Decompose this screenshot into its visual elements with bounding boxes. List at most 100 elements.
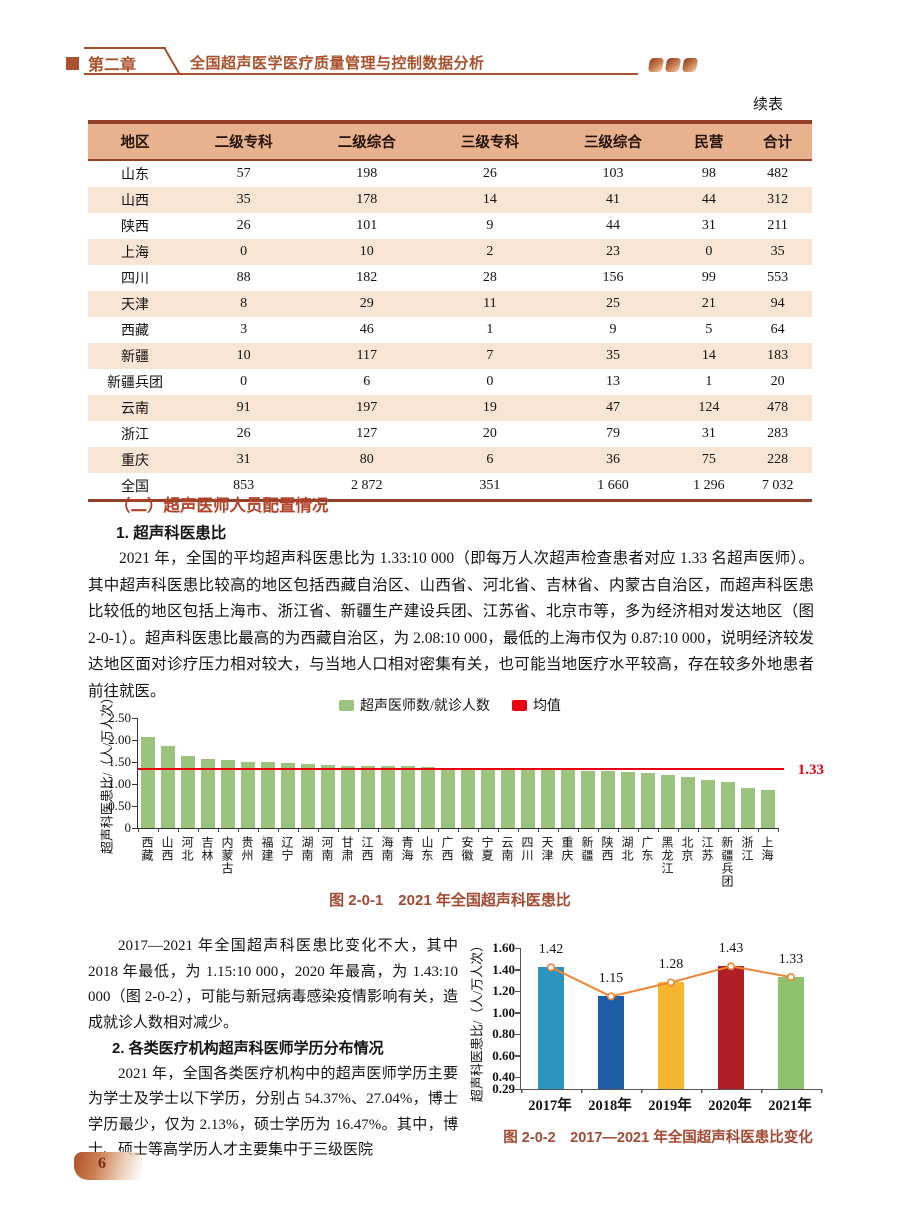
value-cell: 6: [363, 374, 371, 389]
y-tick-mark: [132, 783, 138, 785]
x-tick-label: 湖南: [300, 836, 314, 862]
x-tick-label: 江西: [360, 836, 374, 862]
x-tick-label: 云南: [500, 836, 514, 862]
y-tick-mark: [132, 805, 138, 807]
y-tick-label: 1.00: [108, 776, 131, 791]
value-cell: 1 296: [693, 478, 725, 493]
value-cell: 36: [551, 447, 675, 473]
value-cell: 9: [486, 218, 494, 233]
value-cell: 211: [767, 218, 788, 233]
left-text-column: 2017—2021 年全国超声科医患比变化不大，其中 2018 年最低，为 1.…: [88, 934, 458, 1164]
y-tick-label: 1.40: [492, 961, 515, 977]
region-cell: 新疆兵团: [107, 376, 164, 391]
x-tick-label: 浙江: [740, 836, 754, 862]
bar-西藏: [141, 736, 155, 828]
value-cell: 20: [770, 374, 785, 389]
x-tick-label: 新疆兵团: [720, 836, 734, 888]
region-cell: 山西: [88, 187, 183, 213]
bar-2017年: [538, 967, 564, 1089]
table-row: 云南 91 197 19 47 124 478: [88, 395, 812, 421]
value-cell: 80: [305, 447, 429, 473]
subsection-2-heading: 2. 各类医疗机构超声科医师学历分布情况: [112, 1040, 384, 1057]
value-cell: 57: [236, 166, 251, 181]
dot-icon: [664, 58, 682, 72]
value-cell: 19: [428, 395, 552, 421]
header-rule-bottom: [84, 73, 638, 75]
header-rule-top: [84, 47, 166, 49]
y-tick-label: 2.00: [108, 732, 131, 747]
bar-重庆: [561, 770, 575, 828]
value-cell: 91: [182, 395, 306, 421]
value-cell: 46: [359, 322, 374, 337]
x-tick-label: 上海: [760, 836, 774, 862]
value-cell: 1: [705, 374, 713, 389]
region-cell: 陕西: [121, 220, 150, 235]
bar-吉林: [201, 758, 215, 828]
value-cell: 26: [236, 426, 251, 441]
x-tick-label: 陕西: [600, 836, 614, 862]
dot-icon: [681, 58, 699, 72]
value-cell: 482: [767, 166, 789, 181]
bar-广西: [441, 768, 455, 828]
value-cell: 103: [602, 166, 624, 181]
bar-青海: [401, 766, 415, 828]
region-cell: 新疆: [88, 343, 183, 369]
fig1-mean-value-label: 1.33: [797, 762, 824, 779]
x-tick-label: 宁夏: [480, 836, 494, 862]
x-tick-label: 黑龙江: [660, 836, 674, 875]
data-label: 1.43: [718, 941, 744, 957]
data-label: 1.15: [598, 971, 624, 987]
x-tick-label: 四川: [520, 836, 534, 862]
value-cell: 35: [743, 239, 812, 265]
region-cell: 浙江: [121, 428, 150, 443]
y-tick-mark: [515, 1076, 521, 1079]
value-cell: 79: [605, 426, 620, 441]
bar-江西: [361, 766, 375, 828]
x-tick-label: 重庆: [560, 836, 574, 862]
legend-label: 均值: [532, 699, 561, 714]
value-cell: 117: [305, 343, 429, 369]
value-cell: 228: [743, 447, 812, 473]
value-cell: 9: [609, 322, 617, 337]
x-tick-label: 吉林: [200, 836, 214, 862]
value-cell: 0: [674, 239, 744, 265]
column-header: 三级专科: [428, 122, 552, 161]
column-header: 三级综合: [551, 122, 675, 161]
stats-table-head-row: 地区 二级专科 二级综合 三级专科 三级综合 民营 合计: [88, 122, 812, 161]
bar-河北: [181, 756, 195, 828]
table-row: 西藏 3 46 1 9 5 64: [88, 317, 812, 343]
value-cell: 178: [305, 187, 429, 213]
chapter-title: 全国超声医学医疗质量管理与控制数据分析: [190, 55, 485, 72]
bar-新疆: [581, 770, 595, 828]
x-tick-label: 青海: [400, 836, 414, 862]
x-tick-label: 广西: [440, 836, 454, 862]
value-cell: 25: [551, 291, 675, 317]
value-cell: 94: [743, 291, 812, 317]
x-tick-label: 内蒙古: [220, 836, 234, 875]
bar-河南: [321, 765, 335, 828]
bar-2019年: [658, 982, 684, 1089]
bar-安徽: [461, 769, 475, 828]
hospital-stats-table: 地区 二级专科 二级综合 三级专科 三级综合 民营 合计 山东 57 198 26 103 98 482…: [88, 120, 812, 502]
region-cell: 云南: [88, 395, 183, 421]
y-tick-label: 2.50: [108, 710, 131, 725]
value-cell: 41: [551, 187, 675, 213]
y-tick-label: 0: [124, 820, 132, 835]
x-tick-label: 北京: [680, 836, 694, 862]
bar-2018年: [598, 996, 624, 1089]
value-cell: 7: [428, 343, 552, 369]
value-cell: 127: [356, 426, 378, 441]
figure-2-0-1-caption: 图 2-0-1 2021 年全国超声科医患比: [329, 892, 571, 909]
bar-山西: [161, 745, 175, 828]
table-row: 新疆 10 117 7 35 14 183: [88, 343, 812, 369]
bar-广东: [641, 772, 655, 828]
value-cell: 156: [602, 270, 624, 285]
value-cell: 10: [305, 239, 429, 265]
region-cell: 重庆: [88, 447, 183, 473]
value-cell: 13: [605, 374, 620, 389]
header-dots-icon: [647, 58, 699, 72]
value-cell: 31: [701, 426, 716, 441]
legend-item-bars: 超声医师数/就诊人数: [339, 695, 490, 715]
bar-海南: [381, 766, 395, 828]
